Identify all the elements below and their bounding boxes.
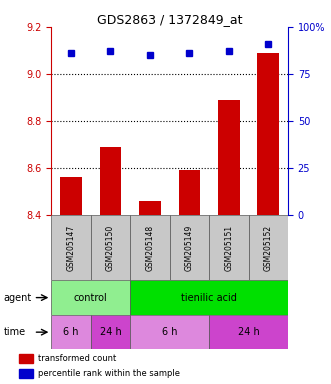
Bar bbox=[130, 280, 288, 315]
Text: agent: agent bbox=[3, 293, 31, 303]
Bar bbox=[178, 170, 200, 215]
Text: 6 h: 6 h bbox=[162, 327, 177, 337]
Text: transformed count: transformed count bbox=[38, 354, 117, 362]
Text: GSM205150: GSM205150 bbox=[106, 225, 115, 271]
Text: time: time bbox=[3, 327, 25, 337]
Text: GSM205152: GSM205152 bbox=[264, 225, 273, 271]
Bar bbox=[20, 369, 33, 378]
Bar bbox=[20, 354, 33, 363]
Bar bbox=[209, 315, 288, 349]
Text: 6 h: 6 h bbox=[63, 327, 79, 337]
Bar bbox=[51, 280, 130, 315]
Text: GSM205149: GSM205149 bbox=[185, 225, 194, 271]
Bar bbox=[91, 315, 130, 349]
Text: 24 h: 24 h bbox=[100, 327, 121, 337]
Bar bbox=[60, 177, 82, 215]
Bar bbox=[91, 215, 130, 280]
Text: control: control bbox=[74, 293, 108, 303]
Bar bbox=[100, 147, 121, 215]
Bar bbox=[169, 215, 209, 280]
Text: GSM205151: GSM205151 bbox=[224, 225, 233, 271]
Bar bbox=[249, 215, 288, 280]
Bar bbox=[258, 53, 279, 215]
Bar bbox=[51, 215, 91, 280]
Text: percentile rank within the sample: percentile rank within the sample bbox=[38, 369, 180, 378]
Bar bbox=[51, 315, 91, 349]
Text: 24 h: 24 h bbox=[238, 327, 260, 337]
Text: GSM205148: GSM205148 bbox=[145, 225, 155, 271]
Bar bbox=[218, 100, 240, 215]
Bar bbox=[209, 215, 249, 280]
Bar bbox=[130, 315, 209, 349]
Text: tienilic acid: tienilic acid bbox=[181, 293, 237, 303]
Title: GDS2863 / 1372849_at: GDS2863 / 1372849_at bbox=[97, 13, 242, 26]
Text: GSM205147: GSM205147 bbox=[67, 225, 75, 271]
Bar bbox=[139, 201, 161, 215]
Bar bbox=[130, 215, 169, 280]
